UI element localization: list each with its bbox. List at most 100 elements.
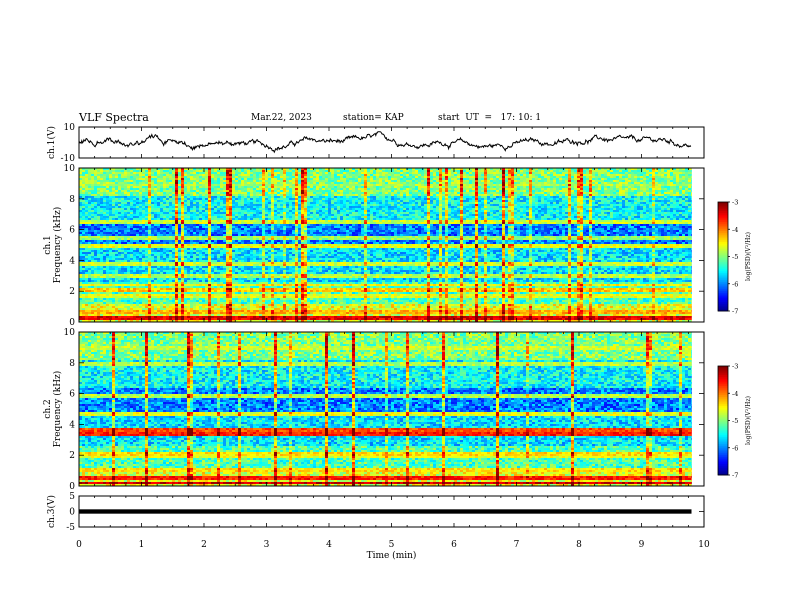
spectrogram-cell	[121, 210, 124, 212]
spectrogram-cell	[157, 202, 160, 204]
spectrogram-cell	[301, 192, 304, 194]
spectrogram-cell	[340, 188, 343, 190]
spectrogram-cell	[166, 194, 169, 196]
spectrogram-cell	[664, 172, 667, 174]
spectrogram-cell	[178, 192, 181, 194]
spectrogram-cell	[520, 194, 523, 196]
spectrogram-cell	[385, 184, 388, 186]
spectrogram-cell	[403, 186, 406, 188]
spectrogram-cell	[466, 174, 469, 176]
spectrogram-cell	[472, 204, 475, 206]
spectrogram-cell	[373, 174, 376, 176]
spectrogram-cell	[121, 190, 124, 192]
spectrogram-cell	[643, 186, 646, 188]
spectrogram-cell	[148, 190, 151, 192]
spectrogram-cell	[394, 188, 397, 190]
spectrogram-cell	[280, 172, 283, 174]
spectrogram-cell	[187, 212, 190, 214]
spectrogram-cell	[208, 194, 211, 196]
spectrogram-cell	[421, 182, 424, 184]
spectrogram-cell	[124, 174, 127, 176]
spectrogram-cell	[547, 214, 550, 216]
spectrogram-cell	[94, 176, 97, 178]
spectrogram-cell	[613, 172, 616, 174]
spectrogram-cell	[226, 176, 229, 178]
spectrogram-cell	[394, 182, 397, 184]
spectrogram-cell	[409, 170, 412, 172]
spectrogram-cell	[559, 192, 562, 194]
spectrogram-cell	[355, 194, 358, 196]
spectrogram-cell	[529, 176, 532, 178]
spectrogram-cell	[457, 170, 460, 172]
spectrogram-cell	[94, 194, 97, 196]
spectrogram-cell	[520, 182, 523, 184]
spectrogram-cell	[649, 176, 652, 178]
spectrogram-cell	[571, 214, 574, 216]
spectrogram-cell	[181, 204, 184, 206]
spectrogram-cell	[640, 194, 643, 196]
spectrogram-cell	[607, 196, 610, 198]
spectrogram-cell	[91, 198, 94, 200]
spectrogram-cell	[169, 190, 172, 192]
spectrogram-cell	[685, 202, 688, 204]
spectrogram-cell	[511, 194, 514, 196]
spectrogram-cell	[649, 182, 652, 184]
spectrogram-cell	[109, 180, 112, 182]
spectrogram-cell	[421, 196, 424, 198]
spectrogram-cell	[232, 200, 235, 202]
spectrogram-cell	[91, 202, 94, 204]
spectrogram-cell	[259, 214, 262, 216]
spectrogram-cell	[247, 184, 250, 186]
spectrogram-cell	[325, 178, 328, 180]
spectrogram-cell	[331, 174, 334, 176]
spectrogram-cell	[505, 202, 508, 204]
spectrogram-cell	[322, 198, 325, 200]
spectrogram-cell	[100, 212, 103, 214]
spectrogram-cell	[415, 210, 418, 212]
spectrogram-cell	[319, 196, 322, 198]
spectrogram-cell	[457, 186, 460, 188]
spectrogram-cell	[109, 214, 112, 216]
spectrogram-cell	[325, 196, 328, 198]
spectrogram-cell	[103, 170, 106, 172]
spectrogram-cell	[253, 186, 256, 188]
spectrogram-cell	[355, 214, 358, 216]
spectrogram-cell	[121, 172, 124, 174]
spectrogram-cell	[391, 172, 394, 174]
spectrogram-cell	[361, 198, 364, 200]
spectrogram-cell	[307, 210, 310, 212]
spectrogram-cell	[586, 178, 589, 180]
spectrogram-cell	[304, 172, 307, 174]
spectrogram-cell	[586, 188, 589, 190]
spectrogram-cell	[304, 178, 307, 180]
spectrogram-cell	[526, 188, 529, 190]
spectrogram-cell	[592, 210, 595, 212]
spectrogram-cell	[592, 172, 595, 174]
spectrogram-cell	[478, 174, 481, 176]
spectrogram-cell	[628, 176, 631, 178]
spectrogram-cell	[541, 198, 544, 200]
spectrogram-cell	[610, 206, 613, 208]
spectrogram-cell	[298, 198, 301, 200]
spectrogram-cell	[610, 182, 613, 184]
spectrogram-cell	[208, 174, 211, 176]
spectrogram-cell	[103, 182, 106, 184]
spectrogram-cell	[427, 200, 430, 202]
spectrogram-cell	[559, 180, 562, 182]
spectrogram-cell	[460, 178, 463, 180]
spectrogram-cell	[262, 196, 265, 198]
spectrogram-cell	[523, 208, 526, 210]
spectrogram-cell	[97, 202, 100, 204]
spectrogram-cell	[112, 212, 115, 214]
spectrogram-cell	[490, 178, 493, 180]
spectrogram-cell	[88, 178, 91, 180]
spectrogram-cell	[157, 196, 160, 198]
spectrogram-cell	[529, 196, 532, 198]
spectrogram-cell	[178, 210, 181, 212]
spectrogram-cell	[478, 206, 481, 208]
spectrogram-cell	[319, 214, 322, 216]
spectrogram-cell	[337, 192, 340, 194]
spectrogram-cell	[160, 180, 163, 182]
spectrogram-cell	[514, 204, 517, 206]
spectrogram-cell	[598, 176, 601, 178]
